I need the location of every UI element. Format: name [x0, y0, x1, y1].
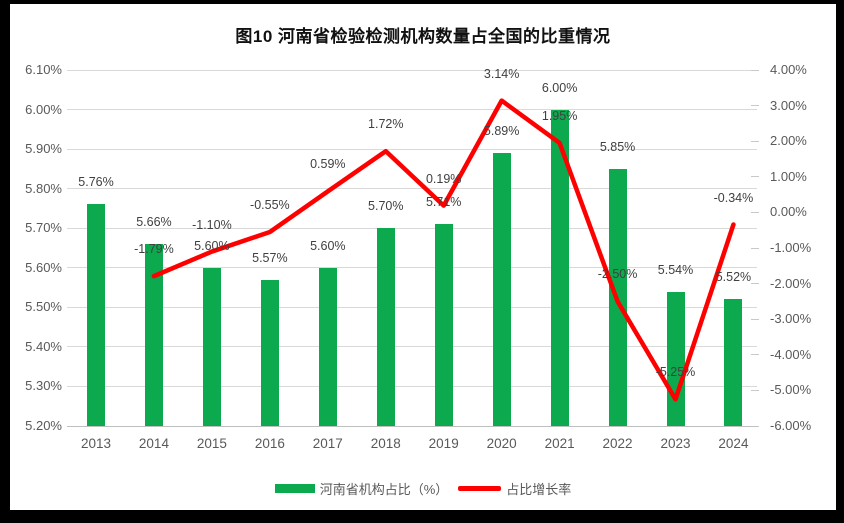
line-value-label-2014: -1.79%: [134, 242, 174, 257]
right-axis-tick-label: -4.00%: [770, 346, 812, 362]
line-value-label-2019: 0.19%: [425, 171, 462, 186]
x-axis-label-2024: 2024: [718, 436, 749, 451]
right-axis-tick-label: -2.00%: [770, 275, 812, 291]
gridline: [67, 188, 757, 190]
bar-2021: [550, 109, 569, 426]
chart-surface: 图10 河南省检验检测机构数量占全国的比重情况 6.10% 6.00% 5.90% 5…: [10, 4, 836, 510]
right-axis-tick: [751, 211, 759, 213]
gridline: [67, 148, 757, 150]
line-value-label-2017: 0.59%: [310, 157, 346, 172]
right-axis-tick-label: 4.00%: [770, 62, 807, 77]
chart-title: 图10 河南省检验检测机构数量占全国的比重情况: [235, 27, 611, 46]
gridline: [67, 109, 757, 111]
line-series-swatch-icon: [458, 486, 502, 491]
left-axis-tick-label: 6.10%: [25, 62, 62, 77]
right-axis-tick-label: 3.00%: [770, 97, 807, 113]
x-axis-label-2017: 2017: [312, 436, 343, 451]
left-axis-tick-label: 5.90%: [25, 141, 62, 157]
bar-2023: [666, 291, 685, 426]
right-axis-tick-label: -1.00%: [770, 240, 812, 255]
bar-series-legend-label: 河南省机构占比（%）: [319, 482, 449, 497]
right-axis-tick: [751, 247, 759, 249]
line-value-label-2021: 1.95%: [541, 108, 578, 123]
x-axis-label-2019: 2019: [428, 436, 459, 451]
right-axis-tick: [751, 105, 759, 107]
bar-2018: [376, 228, 395, 426]
bar-value-label-2021: 6.00%: [541, 80, 578, 95]
left-axis-tick-label: 5.80%: [25, 180, 62, 196]
bar-2020: [492, 153, 511, 426]
bar-series-swatch-icon: [274, 484, 315, 493]
legend-item-bar-series: 河南省机构占比（%）: [274, 479, 449, 498]
bar-value-label-2023: 5.54%: [657, 262, 694, 277]
x-axis-line: [67, 426, 757, 427]
left-axis-tick-label: 5.60%: [25, 259, 62, 275]
left-axis-tick-label: 5.30%: [25, 378, 62, 394]
line-value-label-2016: -0.55%: [250, 197, 290, 212]
left-axis-tick-label: 5.40%: [25, 338, 62, 354]
right-axis-tick: [751, 140, 759, 142]
right-axis-tick: [751, 69, 759, 71]
right-axis-tick-label: 2.00%: [770, 133, 807, 149]
right-axis-tick: [751, 389, 759, 391]
x-axis-label-2014: 2014: [138, 436, 169, 451]
bar-2013: [87, 204, 105, 426]
legend-item-line-series: 占比增长率: [458, 479, 571, 498]
line-value-label-2020: 3.14%: [483, 66, 520, 81]
gridline: [67, 346, 757, 348]
bar-2015: [202, 267, 221, 426]
x-axis-label-2016: 2016: [254, 436, 285, 451]
left-axis-tick-label: 5.50%: [25, 299, 62, 315]
bar-value-label-2017: 5.60%: [310, 238, 346, 253]
x-axis-label-2015: 2015: [196, 436, 227, 451]
line-series-legend-label: 占比增长率: [506, 482, 572, 497]
right-axis-tick-label: 0.00%: [770, 204, 807, 220]
left-axis-tick-label: 5.20%: [25, 418, 62, 433]
x-axis-label-2020: 2020: [486, 436, 517, 451]
x-axis-label-2018: 2018: [370, 436, 401, 451]
right-axis-tick-label: 1.00%: [770, 168, 807, 184]
gridline: [67, 69, 757, 71]
x-axis-label-2021: 2021: [544, 436, 575, 451]
bar-2014: [144, 244, 163, 426]
gridline: [67, 267, 757, 269]
x-axis-label-2013: 2013: [80, 436, 112, 451]
right-axis-tick-label: -6.00%: [770, 418, 812, 433]
bar-2017: [318, 267, 337, 426]
bar-2024: [724, 299, 743, 426]
bar-2016: [260, 279, 279, 426]
bar-value-label-2024: 5.52%: [715, 270, 752, 285]
line-value-label-2018: 1.72%: [368, 117, 404, 132]
chart-legend: 河南省机构占比（%） 占比增长率: [10, 479, 836, 498]
left-axis-tick-label: 5.70%: [25, 220, 62, 236]
right-axis-tick-label: -3.00%: [770, 311, 812, 327]
bar-value-label-2013: 5.76%: [78, 175, 114, 190]
left-axis-tick-label: 6.00%: [25, 101, 62, 117]
line-value-label-2024: -0.34%: [713, 190, 754, 205]
right-axis-tick: [751, 318, 759, 320]
right-axis-tick-label: -5.00%: [770, 382, 812, 398]
line-value-label-2022: -2.50%: [597, 267, 638, 282]
right-axis-tick: [751, 354, 759, 356]
bar-value-label-2015: 5.60%: [194, 238, 230, 253]
bar-2019: [434, 224, 453, 426]
bar-value-label-2022: 5.85%: [599, 139, 636, 154]
x-axis-label-2022: 2022: [602, 436, 633, 451]
bar-2022: [608, 168, 627, 426]
bar-value-label-2019: 5.71%: [425, 195, 462, 210]
bar-value-label-2018: 5.70%: [368, 199, 404, 214]
line-value-label-2015: -1.10%: [192, 217, 232, 232]
bar-value-label-2016: 5.57%: [252, 250, 288, 265]
right-axis-tick: [751, 176, 759, 178]
gridline: [67, 306, 757, 308]
bar-value-label-2020: 5.89%: [483, 124, 520, 139]
line-value-label-2023: -5.25%: [655, 365, 696, 380]
right-axis-tick: [751, 283, 759, 285]
gridline: [67, 385, 757, 387]
x-axis-label-2023: 2023: [660, 436, 691, 451]
bar-value-label-2014: 5.66%: [136, 215, 172, 230]
